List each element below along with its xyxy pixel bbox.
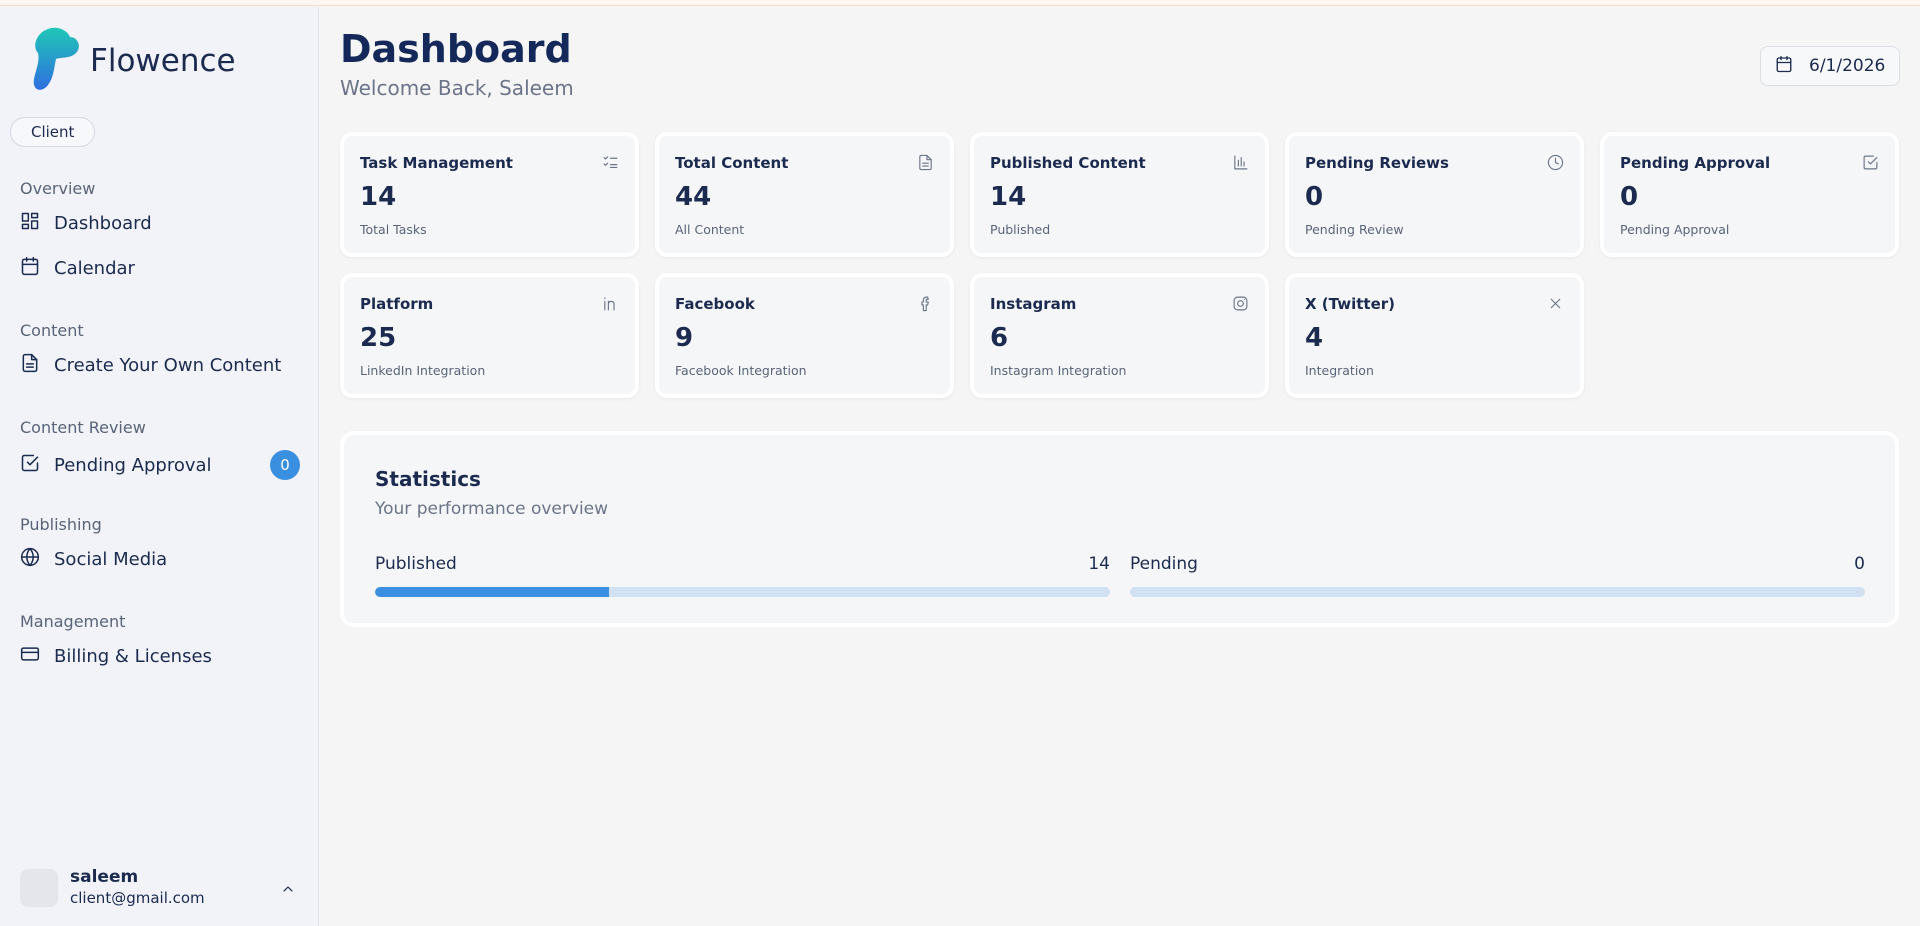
card-icon — [917, 295, 934, 316]
logo — [28, 27, 82, 101]
card-value: 14 — [360, 182, 397, 212]
stat-card: Published Content 14 Published — [970, 132, 1269, 257]
nav-label: Calendar — [54, 258, 135, 279]
card-caption: LinkedIn Integration — [360, 363, 486, 378]
card-title: Pending Reviews — [1305, 154, 1449, 172]
stat-card: Total Content 44 All Content — [655, 132, 954, 257]
card-value: 0 — [1620, 182, 1639, 212]
brand: Flowence — [90, 43, 236, 79]
card-value: 4 — [1305, 323, 1324, 353]
nav-icon — [20, 453, 40, 478]
progress-fill — [375, 587, 609, 597]
card-title: Pending Approval — [1620, 154, 1771, 172]
avatar — [20, 869, 58, 907]
nav-label: Dashboard — [54, 213, 152, 234]
nav-item[interactable]: Pending Approval 0 — [20, 450, 300, 480]
top-line — [0, 0, 1920, 6]
card-value: 44 — [675, 182, 712, 212]
nav-icon — [20, 644, 40, 669]
nav-item[interactable]: Billing & Licenses — [20, 644, 300, 669]
nav-icon — [20, 547, 40, 572]
user-name: saleem — [70, 867, 139, 887]
card-icon — [1547, 154, 1564, 175]
card-caption: Integration — [1305, 363, 1374, 378]
statistics-panel: Statistics Your performance overview Publi… — [340, 431, 1899, 627]
progress-track — [375, 587, 1110, 597]
stat-card: Task Management 14 Total Tasks — [340, 132, 639, 257]
card-icon — [917, 154, 934, 175]
progress-track — [1130, 587, 1865, 597]
stat-card: X (Twitter) 4 Integration — [1285, 273, 1584, 398]
card-icon — [1862, 154, 1879, 175]
nav-item[interactable]: Social Media — [20, 547, 300, 572]
nav-icon — [20, 211, 40, 236]
nav-item[interactable]: Dashboard — [20, 211, 300, 236]
card-caption: Facebook Integration — [675, 363, 807, 378]
stats-subtitle: Your performance overview — [375, 499, 609, 519]
nav-label: Create Your Own Content — [54, 355, 282, 376]
stat-card: Platform 25 LinkedIn Integration — [340, 273, 639, 398]
card-caption: Published — [990, 222, 1051, 237]
card-icon — [602, 295, 619, 316]
section-title: Content Review — [20, 418, 146, 437]
card-title: X (Twitter) — [1305, 295, 1395, 313]
bar-value: 14 — [1088, 554, 1110, 574]
stat-card: Instagram 6 Instagram Integration — [970, 273, 1269, 398]
section-title: Content — [20, 321, 84, 340]
nav-icon — [20, 353, 40, 378]
date-icon — [1775, 55, 1793, 78]
stat-card: Pending Reviews 0 Pending Review — [1285, 132, 1584, 257]
bar-label: Pending — [1130, 554, 1198, 574]
card-title: Task Management — [360, 154, 513, 172]
card-icon — [1547, 295, 1564, 316]
nav-icon — [20, 256, 40, 281]
card-caption: All Content — [675, 222, 745, 237]
card-title: Total Content — [675, 154, 789, 172]
date-picker[interactable]: 6/1/2026 — [1760, 46, 1900, 86]
card-caption: Pending Approval — [1620, 222, 1730, 237]
section-title: Management — [20, 612, 126, 631]
card-title: Instagram — [990, 295, 1077, 313]
badge: 0 — [270, 450, 300, 480]
card-title: Published Content — [990, 154, 1146, 172]
page-subtitle: Welcome Back, Saleem — [340, 76, 574, 100]
user-menu-toggle[interactable] — [280, 881, 296, 901]
card-value: 0 — [1305, 182, 1324, 212]
card-icon — [1232, 154, 1249, 175]
bar-label: Published — [375, 554, 457, 574]
main: Dashboard Welcome Back, Saleem 6/1/2026 Tas… — [319, 7, 1920, 926]
card-icon — [1232, 295, 1249, 316]
stat-card: Pending Approval 0 Pending Approval — [1600, 132, 1899, 257]
card-value: 25 — [360, 323, 397, 353]
date-text: 6/1/2026 — [1809, 56, 1886, 76]
section-title: Publishing — [20, 515, 102, 534]
nav-item[interactable]: Create Your Own Content — [20, 353, 300, 378]
stat-card: Facebook 9 Facebook Integration — [655, 273, 954, 398]
card-caption: Total Tasks — [360, 222, 427, 237]
role-badge: Client — [10, 117, 96, 147]
sidebar: Flowence Client Overview Dashboard Calendar C… — [0, 7, 319, 926]
page-title: Dashboard — [340, 27, 572, 71]
nav-item[interactable]: Calendar — [20, 256, 300, 281]
card-value: 9 — [675, 323, 694, 353]
nav-label: Pending Approval — [54, 454, 212, 476]
card-value: 6 — [990, 323, 1009, 353]
bar-value: 0 — [1854, 554, 1865, 574]
user-email: client@gmail.com — [70, 889, 205, 907]
card-title: Platform — [360, 295, 434, 313]
card-icon — [602, 154, 619, 175]
card-caption: Pending Review — [1305, 222, 1404, 237]
nav-label: Social Media — [54, 549, 168, 570]
card-caption: Instagram Integration — [990, 363, 1127, 378]
nav-label: Billing & Licenses — [54, 646, 212, 667]
card-value: 14 — [990, 182, 1027, 212]
stats-title: Statistics — [375, 467, 481, 491]
card-title: Facebook — [675, 295, 755, 313]
section-title: Overview — [20, 179, 96, 198]
